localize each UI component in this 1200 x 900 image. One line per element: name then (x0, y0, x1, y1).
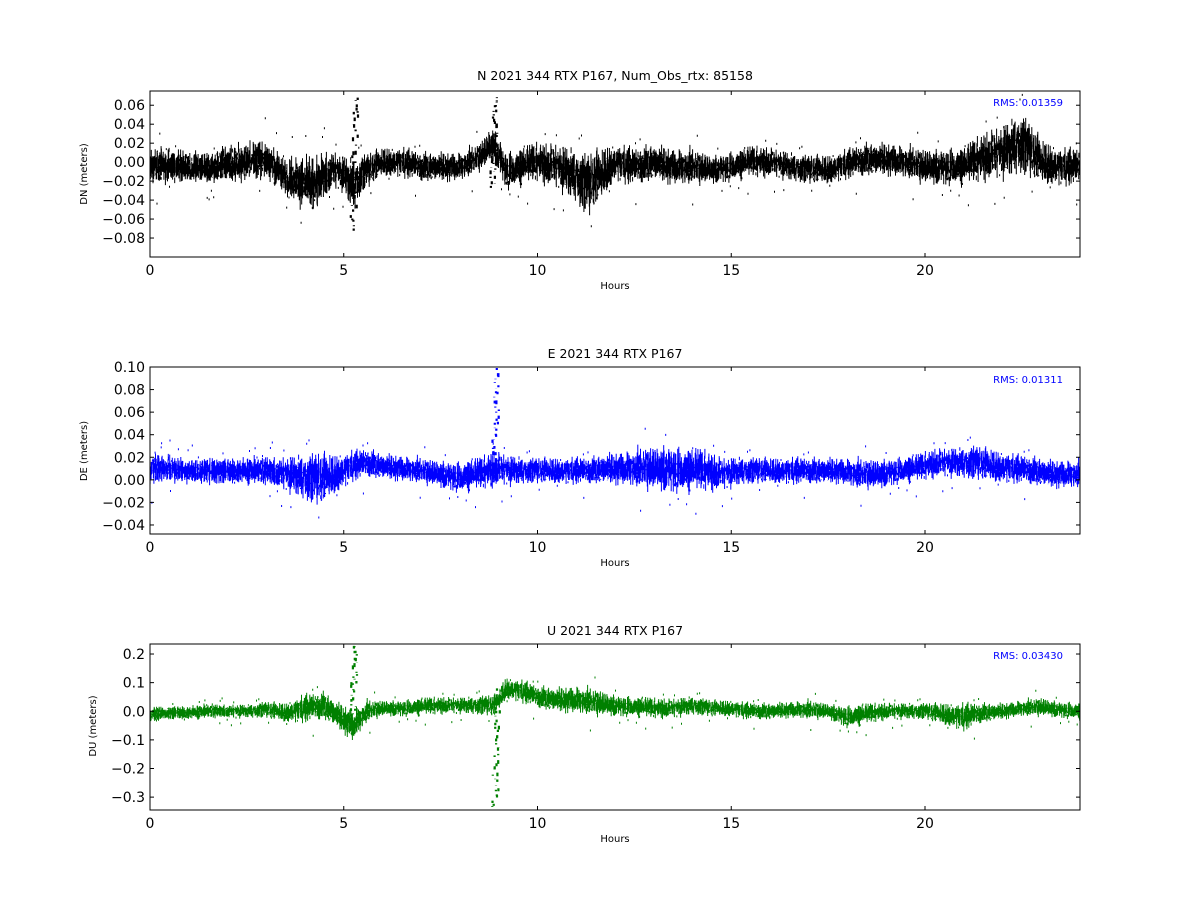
panel-north-ytick-label-4: −0.02 (102, 174, 145, 190)
panel-up-xtick-label-2: 10 (529, 816, 547, 832)
panel-up-ytick-label-0: 0.2 (123, 647, 145, 663)
panel-east-xtick-label-3: 15 (722, 540, 740, 556)
panel-up-xtick-label-3: 15 (722, 816, 740, 832)
panel-east-xtick-label-1: 5 (339, 540, 348, 556)
panel-north-ytick-label-1: 0.04 (114, 117, 145, 133)
panel-east-ytick-label-4: 0.02 (114, 450, 145, 466)
panel-east-point-cloud (150, 427, 1080, 519)
panel-up-ytick-label-5: −0.3 (111, 790, 145, 806)
panel-up-plot-area: 0 5 10 15 20 0.2 0.1 0.0 −0.1 −0.2 −0.3 (111, 643, 1081, 832)
panel-north-ytick-label-5: −0.04 (102, 193, 145, 209)
panel-east-data-points (150, 367, 1080, 519)
panel-east-plot-area: 0 5 10 15 20 0.10 0.08 0.06 0.04 0.02 0.00 −0.02 −0.… (102, 360, 1081, 556)
panel-north-title: N 2021 344 RTX P167, Num_Obs_rtx: 85158 (477, 68, 753, 83)
panel-up-ylabel: DU (meters) (88, 695, 99, 756)
panel-north-xtick-label-2: 10 (529, 263, 547, 279)
panel-east-xtick-label-4: 20 (916, 540, 934, 556)
panel-north-xtick-label-4: 20 (916, 263, 934, 279)
panel-north-point-cloud (150, 93, 1080, 228)
panel-north-data-points (150, 93, 1080, 231)
panel-up-frame (149, 643, 1081, 811)
panel-east-xtick-label-0: 0 (146, 540, 155, 556)
panel-up-rms: RMS: 0.03430 (993, 651, 1063, 662)
panel-north-spike-0 (349, 97, 360, 231)
panel-north-rms: RMS: 0.01359 (993, 98, 1063, 109)
panel-east-ytick-label-3: 0.04 (114, 428, 145, 444)
panel-up-ytick-label-3: −0.1 (111, 733, 145, 749)
panel-north-ylabel: DN (meters) (79, 143, 90, 205)
panel-up-xtick-label-4: 20 (916, 816, 934, 832)
panel-east-ytick-label-6: −0.02 (102, 495, 145, 511)
panel-up-spike-1 (491, 688, 502, 810)
panel-east-spike-0 (490, 367, 500, 486)
panel-east: E 2021 344 RTX P167 0 5 10 15 20 0.10 0.08 0.06… (79, 346, 1081, 569)
panel-north-ytick-label-2: 0.02 (114, 136, 145, 152)
panel-up-xtick-label-1: 5 (339, 816, 348, 832)
panel-north-frame (149, 90, 1081, 258)
panel-north-xtick-label-1: 5 (339, 263, 348, 279)
panel-east-title: E 2021 344 RTX P167 (548, 346, 683, 361)
panel-north-ytick-label-6: −0.06 (102, 212, 145, 228)
panel-east-ytick-label-5: 0.00 (114, 473, 145, 489)
panel-east-ytick-label-7: −0.04 (102, 518, 145, 534)
panel-north-xtick-label-0: 0 (146, 263, 155, 279)
panel-north-spike-1 (489, 95, 499, 188)
panel-north-plot-area: 0 5 10 15 20 0.06 0.04 0.02 0.00 −0.02 −0.04 −0.06 −… (102, 90, 1081, 279)
panel-east-xtick-label-2: 10 (529, 540, 547, 556)
panel-up-ytick-label-1: 0.1 (123, 676, 145, 692)
panel-north-xtick-label-3: 15 (722, 263, 740, 279)
panel-up-ytick-label-4: −0.2 (111, 762, 145, 778)
panel-up-spike-0 (348, 644, 359, 735)
panel-up-xtick-label-0: 0 (146, 816, 155, 832)
panel-north-xlabel: Hours (600, 281, 629, 292)
panel-east-ylabel: DE (meters) (79, 421, 90, 481)
panel-east-ytick-label-0: 0.10 (114, 360, 145, 376)
panel-east-ytick-label-2: 0.06 (114, 405, 145, 421)
panel-east-frame (149, 366, 1081, 535)
panel-north-ytick-label-7: −0.08 (102, 231, 145, 247)
panel-north-ytick-label-3: 0.00 (114, 155, 145, 171)
panel-up-xlabel: Hours (600, 834, 629, 845)
panel-east-ytick-label-1: 0.08 (114, 383, 145, 399)
panel-east-xlabel: Hours (600, 558, 629, 569)
panel-up-ytick-label-2: 0.0 (123, 704, 145, 720)
panel-up-title: U 2021 344 RTX P167 (547, 623, 683, 638)
panel-north-ytick-label-0: 0.06 (114, 98, 145, 114)
panel-up: U 2021 344 RTX P167 0 5 10 15 20 0.2 0.1 0.0 −0.… (88, 623, 1081, 845)
panel-east-rms: RMS: 0.01311 (993, 375, 1063, 386)
panel-north: N 2021 344 RTX P167, Num_Obs_rtx: 85158 … (79, 68, 1081, 292)
